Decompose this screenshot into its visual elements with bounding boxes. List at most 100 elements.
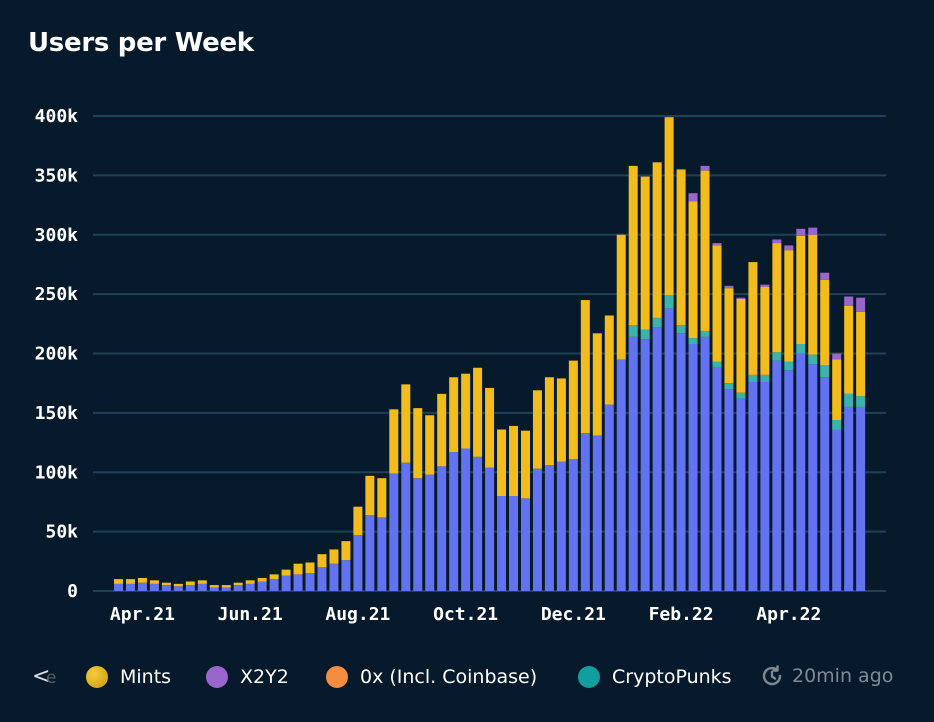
bar-base-users[interactable] — [832, 429, 842, 592]
bar-mints[interactable] — [520, 430, 530, 499]
bar-base-users[interactable] — [245, 583, 255, 591]
bar-mints[interactable] — [389, 409, 399, 474]
bar-mints[interactable] — [245, 580, 255, 584]
bar-base-users[interactable] — [185, 585, 195, 591]
bar-mints[interactable] — [473, 367, 483, 457]
bar-mints[interactable] — [269, 574, 279, 580]
bar-x2y2[interactable] — [808, 227, 818, 235]
bar-cryptopunks[interactable] — [676, 325, 686, 334]
bar-cryptopunks[interactable] — [808, 354, 818, 365]
bar-mints[interactable] — [161, 582, 171, 586]
bar-cryptopunks[interactable] — [724, 383, 734, 390]
bar-x2y2[interactable] — [700, 165, 710, 171]
bar-x2y2[interactable] — [796, 228, 806, 236]
bar-base-users[interactable] — [844, 406, 854, 591]
bar-base-users[interactable] — [652, 327, 662, 591]
bar-mints[interactable] — [485, 387, 495, 468]
bar-cryptopunks[interactable] — [628, 325, 638, 337]
bar-x2y2[interactable] — [712, 243, 722, 246]
bar-base-users[interactable] — [137, 582, 147, 591]
bar-mints[interactable] — [748, 262, 758, 375]
bar-mints[interactable] — [820, 279, 830, 366]
legend-prev-arrow[interactable]: < — [32, 664, 51, 689]
bar-base-users[interactable] — [856, 406, 866, 591]
bar-mints[interactable] — [844, 306, 854, 394]
bar-cryptopunks[interactable] — [856, 396, 866, 407]
bar-base-users[interactable] — [114, 583, 123, 591]
bar-mints[interactable] — [185, 581, 195, 586]
bar-base-users[interactable] — [736, 398, 746, 591]
bar-base-users[interactable] — [233, 585, 243, 591]
bar-cryptopunks[interactable] — [760, 374, 770, 382]
bar-base-users[interactable] — [485, 467, 495, 592]
bar-mints[interactable] — [796, 235, 806, 344]
bar-x2y2[interactable] — [820, 272, 830, 280]
bar-mints[interactable] — [532, 390, 542, 469]
bar-mints[interactable] — [293, 563, 303, 575]
bar-mints[interactable] — [233, 582, 243, 586]
bar-mints[interactable] — [604, 315, 614, 405]
bar-cryptopunks[interactable] — [652, 317, 662, 328]
bar-base-users[interactable] — [161, 585, 171, 591]
bar-mints[interactable] — [137, 577, 147, 583]
bar-mints[interactable] — [712, 245, 722, 362]
bar-base-users[interactable] — [760, 382, 770, 591]
legend-item-cryptopunks[interactable]: CryptoPunks — [578, 666, 732, 688]
bar-base-users[interactable] — [616, 359, 626, 591]
bar-mints[interactable] — [556, 378, 566, 462]
bar-base-users[interactable] — [329, 563, 339, 591]
bar-base-users[interactable] — [197, 583, 207, 591]
bar-mints[interactable] — [197, 580, 207, 584]
bar-base-users[interactable] — [592, 435, 602, 591]
bar-base-users[interactable] — [664, 308, 674, 591]
bar-cryptopunks[interactable] — [736, 392, 746, 399]
bar-mints[interactable] — [688, 201, 698, 339]
bar-mints[interactable] — [628, 165, 638, 325]
bar-base-users[interactable] — [425, 474, 435, 591]
bar-base-users[interactable] — [353, 535, 363, 591]
bar-x2y2[interactable] — [772, 239, 782, 244]
bar-mints[interactable] — [317, 554, 327, 568]
bar-base-users[interactable] — [281, 575, 291, 591]
bar-mints[interactable] — [401, 384, 411, 463]
bar-base-users[interactable] — [473, 456, 483, 591]
bar-base-users[interactable] — [341, 560, 351, 591]
bar-mints[interactable] — [760, 287, 770, 375]
bar-mints[interactable] — [640, 176, 650, 330]
bar-cryptopunks[interactable] — [664, 295, 674, 309]
bar-base-users[interactable] — [497, 496, 507, 591]
bar-mints[interactable] — [365, 475, 375, 515]
bar-base-users[interactable] — [568, 459, 578, 591]
bar-base-users[interactable] — [509, 496, 519, 591]
bar-mints[interactable] — [580, 300, 590, 434]
bar-mints[interactable] — [149, 580, 159, 584]
bar-base-users[interactable] — [688, 344, 698, 591]
bar-mints[interactable] — [341, 541, 351, 561]
bar-mints[interactable] — [592, 333, 602, 436]
bar-cryptopunks[interactable] — [748, 374, 758, 382]
bar-mints[interactable] — [329, 549, 339, 564]
bar-x2y2[interactable] — [832, 353, 842, 360]
bar-mints[interactable] — [173, 583, 183, 587]
bar-cryptopunks[interactable] — [796, 344, 806, 354]
bar-x2y2[interactable] — [724, 285, 734, 289]
bar-base-users[interactable] — [389, 473, 399, 591]
bar-mints[interactable] — [209, 585, 219, 588]
bar-cryptopunks[interactable] — [844, 393, 854, 407]
bar-mints[interactable] — [461, 373, 471, 449]
bar-x2y2[interactable] — [784, 245, 794, 251]
bar-base-users[interactable] — [628, 336, 638, 591]
bar-mints[interactable] — [856, 311, 866, 397]
bar-mints[interactable] — [616, 234, 626, 360]
bar-base-users[interactable] — [676, 333, 686, 591]
bar-base-users[interactable] — [377, 517, 387, 591]
bar-cryptopunks[interactable] — [784, 361, 794, 371]
bar-x2y2[interactable] — [736, 297, 746, 299]
bar-mints[interactable] — [664, 117, 674, 296]
bar-base-users[interactable] — [772, 360, 782, 591]
bar-base-users[interactable] — [413, 478, 423, 591]
bar-base-users[interactable] — [257, 581, 267, 592]
bar-base-users[interactable] — [808, 364, 818, 591]
bar-mints[interactable] — [724, 288, 734, 384]
bar-base-users[interactable] — [437, 466, 447, 591]
